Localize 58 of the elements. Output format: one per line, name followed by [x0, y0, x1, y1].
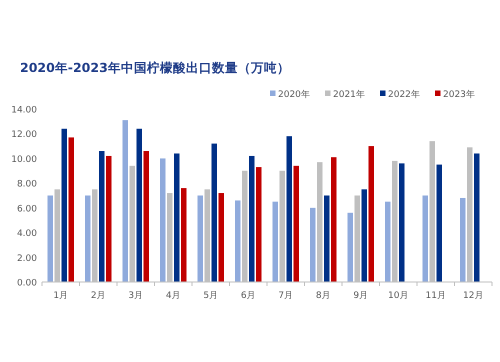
y-tick-label: 6.00 — [16, 204, 38, 214]
y-tick-label: 14.00 — [11, 106, 38, 116]
legend-label: 2023年 — [443, 89, 475, 100]
bar — [212, 144, 217, 282]
bar — [368, 146, 374, 282]
bar — [106, 156, 112, 282]
bar — [294, 166, 299, 282]
chart-title: 2020年-2023年中国柠檬酸出口数量（万吨） — [20, 60, 290, 75]
bar — [99, 151, 104, 282]
bar — [198, 196, 203, 282]
bar — [324, 196, 330, 282]
bar — [181, 188, 186, 282]
x-tick-label: 1月 — [53, 291, 68, 301]
bar — [436, 164, 442, 282]
bar — [286, 136, 292, 282]
bar — [422, 196, 428, 282]
x-tick-label: 5月 — [203, 291, 218, 301]
y-tick-label: 0.00 — [16, 278, 38, 288]
x-tick-label: 7月 — [278, 291, 294, 301]
x-tick-label: 9月 — [353, 291, 368, 301]
bar — [85, 196, 90, 282]
bar — [136, 128, 142, 282]
bar — [256, 167, 262, 282]
bar — [62, 128, 67, 282]
y-tick-label: 12.00 — [11, 130, 38, 140]
x-tick-label: 4月 — [166, 291, 181, 301]
y-tick-label: 4.00 — [16, 229, 38, 240]
bar — [331, 157, 336, 282]
bar — [235, 200, 240, 282]
bar — [362, 189, 367, 282]
y-tick-label: 2.00 — [16, 254, 38, 264]
legend-label: 2020年 — [278, 89, 310, 100]
legend-label: 2021年 — [333, 89, 365, 100]
bar — [474, 153, 480, 282]
bar — [348, 212, 353, 282]
bar — [218, 193, 224, 282]
bar — [385, 202, 390, 282]
x-tick-label: 11月 — [426, 291, 446, 301]
bar — [272, 202, 278, 282]
x-tick-label: 6月 — [240, 291, 256, 301]
y-tick-label: 10.00 — [11, 154, 38, 165]
bar — [174, 153, 180, 282]
bar — [122, 120, 128, 282]
x-tick-label: 2月 — [90, 291, 106, 301]
x-tick-label: 8月 — [316, 291, 331, 301]
x-tick-label: 12月 — [463, 291, 484, 301]
bar — [144, 151, 149, 282]
bar — [460, 198, 466, 282]
y-tick-label: 8.00 — [16, 180, 38, 190]
legend-label: 2022年 — [388, 89, 420, 100]
bar — [68, 137, 74, 282]
bar — [160, 158, 166, 282]
x-tick-label: 10月 — [388, 291, 408, 301]
bar — [310, 208, 316, 282]
bar — [399, 163, 404, 282]
x-tick-label: 3月 — [128, 291, 144, 301]
bar — [48, 196, 53, 282]
bar — [249, 156, 254, 282]
